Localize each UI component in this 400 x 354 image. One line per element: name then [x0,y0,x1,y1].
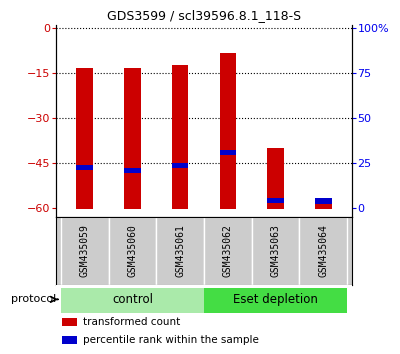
Bar [220,150,236,155]
Bar [76,165,93,170]
Bar [61,288,204,313]
Bar [220,53,236,209]
Bar [252,217,300,285]
Text: transformed count: transformed count [83,317,180,327]
Text: GSM435059: GSM435059 [80,224,90,277]
Bar [62,318,77,326]
Bar [61,217,108,285]
Title: GDS3599 / scl39596.8.1_118-S: GDS3599 / scl39596.8.1_118-S [107,9,301,22]
Bar [315,199,332,204]
Bar [204,288,347,313]
Bar [62,336,77,344]
Bar [300,217,347,285]
Bar [124,167,141,173]
Bar [267,148,284,209]
Text: protocol: protocol [11,295,56,304]
Bar [108,217,156,285]
Bar [156,217,204,285]
Text: control: control [112,293,153,306]
Text: percentile rank within the sample: percentile rank within the sample [83,335,258,345]
Bar [172,163,188,169]
Text: GSM435060: GSM435060 [127,224,137,277]
Bar [267,198,284,203]
Text: GSM435064: GSM435064 [318,224,328,277]
Bar [76,68,93,209]
Bar [124,68,141,209]
Bar [315,200,332,209]
Text: GSM435062: GSM435062 [223,224,233,277]
Bar [172,65,188,209]
Text: GSM435061: GSM435061 [175,224,185,277]
Bar [204,217,252,285]
Text: Eset depletion: Eset depletion [233,293,318,306]
Text: GSM435063: GSM435063 [271,224,281,277]
